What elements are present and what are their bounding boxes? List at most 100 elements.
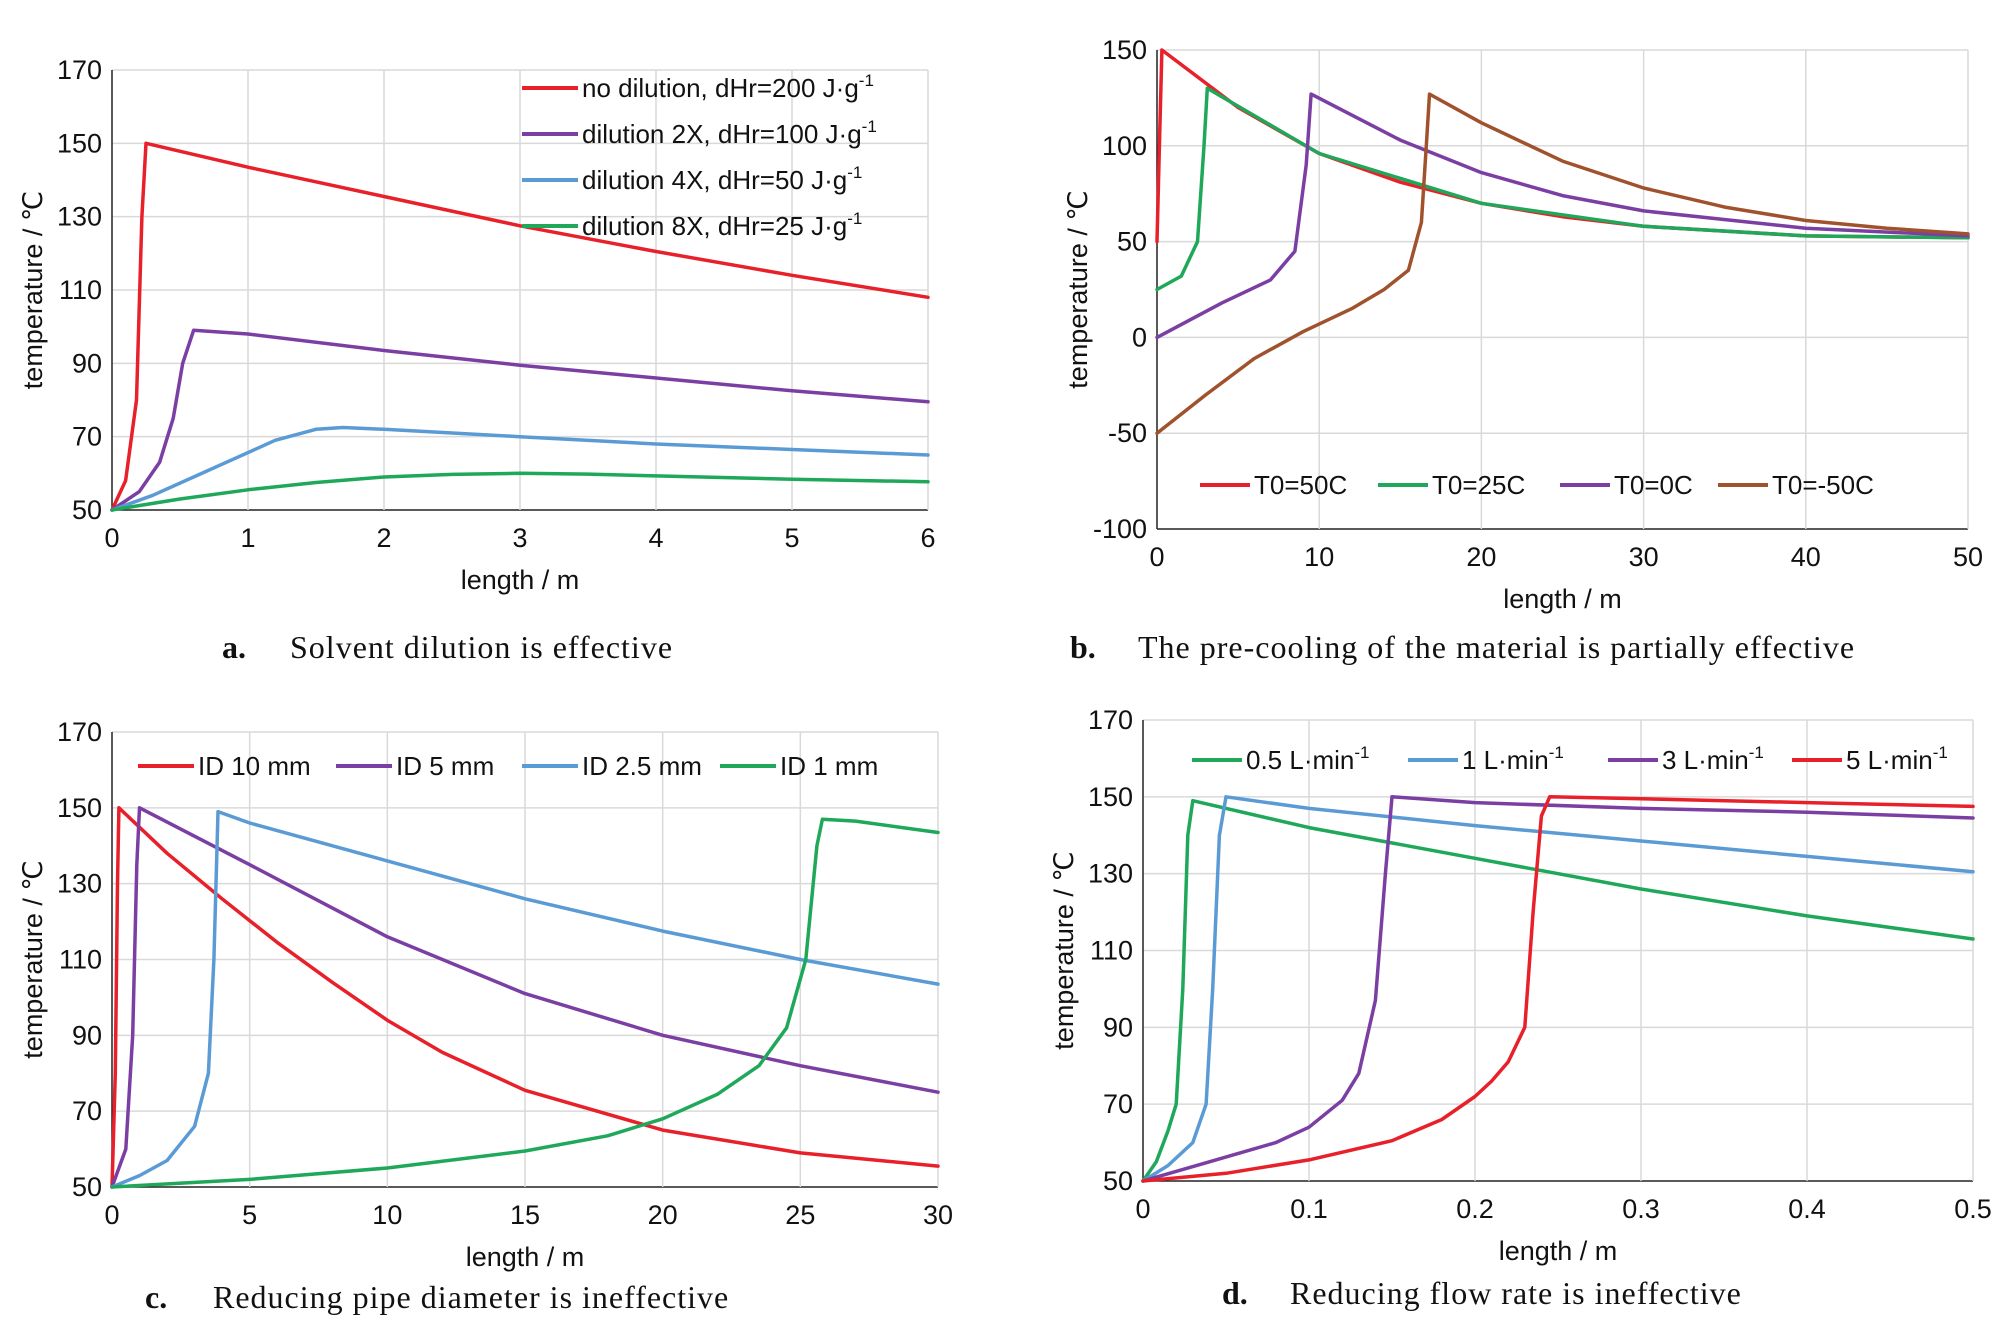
gridlines [111, 69, 929, 511]
y-tick-label: 170 [1088, 705, 1133, 735]
series-line-3 [1155, 92, 1970, 340]
y-tick-label: -100 [1093, 514, 1147, 544]
y-tick-label: 100 [1102, 131, 1147, 161]
caption-letter: d. [1222, 1275, 1248, 1311]
series-line-4 [1155, 92, 1970, 435]
legend-entry: 1 L·min-1 [1462, 743, 1564, 775]
legend-entry-superscript: -1 [1354, 743, 1369, 762]
x-tick-label: 0.2 [1456, 1194, 1494, 1224]
series-group [1141, 795, 1975, 1183]
x-tick-label: 3 [512, 523, 527, 553]
legend-entry: dilution 8X, dHr=25 J·g-1 [582, 209, 862, 241]
series-line-4 [110, 817, 940, 1189]
legend-entry: 0.5 L·min-1 [1246, 743, 1370, 775]
y-tick-label: 110 [1090, 936, 1133, 966]
x-axis-label: length / m [466, 1242, 585, 1272]
y-tick-label: 170 [57, 55, 102, 85]
series-line-3 [110, 809, 940, 1189]
x-tick-label: 10 [372, 1200, 402, 1230]
legend-entry-label: T0=-50C [1772, 470, 1874, 500]
legend-entry-label: ID 1 mm [780, 751, 878, 781]
legend-entry: no dilution, dHr=200 J·g-1 [582, 71, 874, 103]
y-tick-label: 110 [59, 275, 102, 305]
caption-text: Reducing flow rate is ineffective [1290, 1275, 1742, 1311]
chart-panel-b: -100 -50 0 50 100 150 0 10 20 30 40 50 length / m tem… [1063, 35, 1983, 665]
y-tick-label: 50 [1103, 1166, 1133, 1196]
legend-entry: ID 1 mm [780, 751, 878, 781]
series-group [110, 806, 940, 1189]
legend-entry: ID 2.5 mm [582, 751, 702, 781]
x-tick-label: 0.4 [1788, 1194, 1826, 1224]
x-tick-label: 0 [1149, 542, 1164, 572]
series-line-3 [110, 425, 930, 512]
gridlines [111, 731, 939, 1188]
legend: T0=50C T0=25C T0=0C T0=-50C [1200, 470, 1874, 500]
y-tick-label: 50 [72, 1172, 102, 1202]
x-tick-label: 50 [1953, 542, 1983, 572]
legend-entry-superscript: -1 [1749, 743, 1764, 762]
series-line-2 [110, 328, 930, 512]
y-axis-label: temperature / ℃ [1063, 190, 1093, 388]
legend-entry-label: T0=50C [1254, 470, 1347, 500]
x-tick-label: 0 [1135, 1194, 1150, 1224]
x-tick-label: 0 [104, 1200, 119, 1230]
legend-entry-label: 0.5 L·min [1246, 745, 1354, 775]
series-line-4 [110, 471, 930, 512]
legend-entry: T0=0C [1614, 470, 1693, 500]
legend-entry-label: 5 L·min [1846, 745, 1933, 775]
y-tick-label: 130 [57, 869, 102, 899]
y-tick-label: 70 [72, 422, 102, 452]
series-group [1155, 48, 1970, 435]
gridlines [1142, 719, 1974, 1182]
gridlines [1156, 49, 1969, 530]
chart-panel-c: 50 70 90 110 130 150 170 0 5 10 15 20 25 30 length / m… [18, 717, 953, 1315]
y-axis-label: temperature / ℃ [18, 191, 48, 389]
legend-entry: dilution 4X, dHr=50 J·g-1 [582, 163, 862, 195]
legend-entry-label: 1 L·min [1462, 745, 1549, 775]
legend-entry: T0=50C [1254, 470, 1347, 500]
y-tick-label: 90 [72, 348, 102, 378]
series-line-2 [1155, 86, 1970, 292]
series-line-4 [1141, 795, 1975, 1183]
x-tick-label: 5 [242, 1200, 257, 1230]
legend-entry-label: ID 5 mm [396, 751, 494, 781]
legend-entry: ID 5 mm [396, 751, 494, 781]
y-tick-label: 90 [1103, 1012, 1133, 1042]
legend-entry-superscript: -1 [847, 209, 862, 228]
legend: ID 10 mm ID 5 mm ID 2.5 mm ID 1 mm [138, 751, 878, 781]
series-line-1 [110, 141, 930, 512]
legend-entry: T0=-50C [1772, 470, 1874, 500]
y-tick-label: 70 [72, 1096, 102, 1126]
y-tick-label: 110 [59, 945, 102, 975]
x-axis-label: length / m [1499, 1236, 1618, 1266]
x-tick-label: 30 [1629, 542, 1659, 572]
x-tick-label: 0.3 [1622, 1194, 1660, 1224]
y-tick-label: -50 [1108, 418, 1147, 448]
y-tick-label: 170 [57, 717, 102, 747]
y-tick-label: 130 [1088, 859, 1133, 889]
y-tick-label: 150 [57, 793, 102, 823]
legend-entry-label: ID 2.5 mm [582, 751, 702, 781]
legend-entry-superscript: -1 [1933, 743, 1948, 762]
caption-text: The pre-cooling of the material is parti… [1138, 629, 1855, 665]
legend-entry: T0=25C [1432, 470, 1525, 500]
legend-entry: 3 L·min-1 [1662, 743, 1764, 775]
caption-letter: b. [1070, 629, 1096, 665]
y-tick-label: 50 [72, 495, 102, 525]
legend-entry-superscript: -1 [1549, 743, 1564, 762]
x-tick-label: 10 [1304, 542, 1334, 572]
legend-entry: 5 L·min-1 [1846, 743, 1948, 775]
legend-entry-label: dilution 2X, dHr=100 J·g [582, 119, 862, 149]
x-axis-label: length / m [461, 565, 580, 595]
x-tick-label: 0.5 [1954, 1194, 1992, 1224]
y-tick-label: 150 [57, 128, 102, 158]
y-tick-label: 150 [1088, 782, 1133, 812]
series-line-3 [1141, 795, 1975, 1183]
legend-entry-label: 3 L·min [1662, 745, 1749, 775]
y-tick-label: 90 [72, 1020, 102, 1050]
y-axis-label: temperature / ℃ [18, 860, 48, 1058]
caption-text: Reducing pipe diameter is ineffective [213, 1279, 729, 1315]
x-tick-label: 0.1 [1290, 1194, 1328, 1224]
x-tick-label: 0 [104, 523, 119, 553]
